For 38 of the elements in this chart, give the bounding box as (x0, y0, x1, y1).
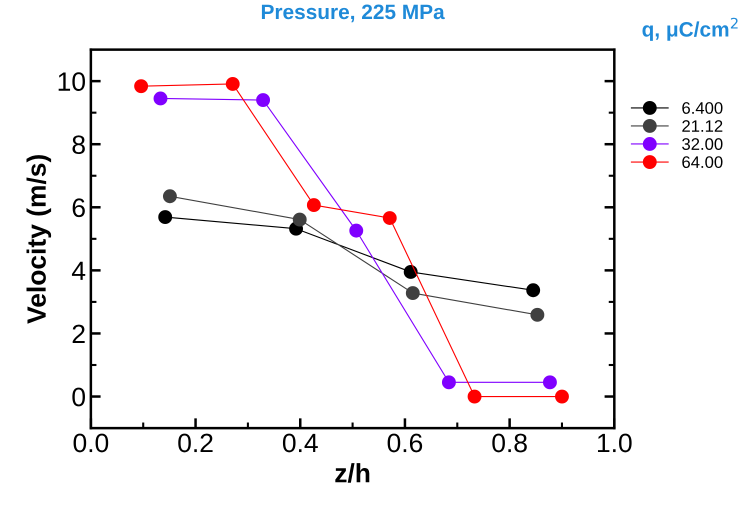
point (306, 198, 321, 212)
legend-title: q, μC/cm$^{2}$ (642, 18, 738, 41)
point (162, 189, 177, 204)
point (542, 375, 557, 390)
point (292, 212, 307, 227)
point (382, 211, 397, 225)
y-tick-label: 10 (58, 72, 85, 91)
x-tick-label: 0.2 (178, 434, 213, 452)
legend-label: 21.12 (682, 120, 722, 132)
point (154, 92, 168, 106)
x-tick-label: 0.8 (492, 434, 527, 452)
point (226, 77, 240, 91)
x-tick-label: 1.0 (598, 434, 632, 452)
chart-title: Pressure, 225 MPa (262, 4, 445, 22)
x-tick-label: 0.6 (388, 434, 422, 452)
legend-label: 64.00 (682, 156, 723, 168)
point (526, 283, 540, 298)
y-tick-label: 2 (72, 324, 85, 344)
x-tick-label: 0.4 (282, 434, 318, 452)
point (406, 286, 420, 300)
y-axis-title: Velocity (m/s) (26, 155, 52, 324)
point (555, 390, 569, 404)
point (256, 93, 270, 107)
point (442, 375, 456, 390)
x-axis-title: z/h (335, 463, 370, 483)
legend-label: 32.00 (682, 138, 723, 150)
point (530, 308, 544, 322)
point (468, 390, 482, 404)
y-tick-label: 6 (72, 198, 85, 218)
y-tick-label: 8 (72, 135, 85, 154)
x-tick-label: 0.0 (74, 434, 108, 452)
point (404, 265, 418, 279)
legend-label: 6.400 (682, 102, 723, 114)
y-tick-label: 0 (72, 388, 85, 406)
point (158, 210, 172, 224)
point (349, 224, 364, 238)
y-tick-label: 4 (72, 262, 86, 280)
point (134, 79, 148, 94)
